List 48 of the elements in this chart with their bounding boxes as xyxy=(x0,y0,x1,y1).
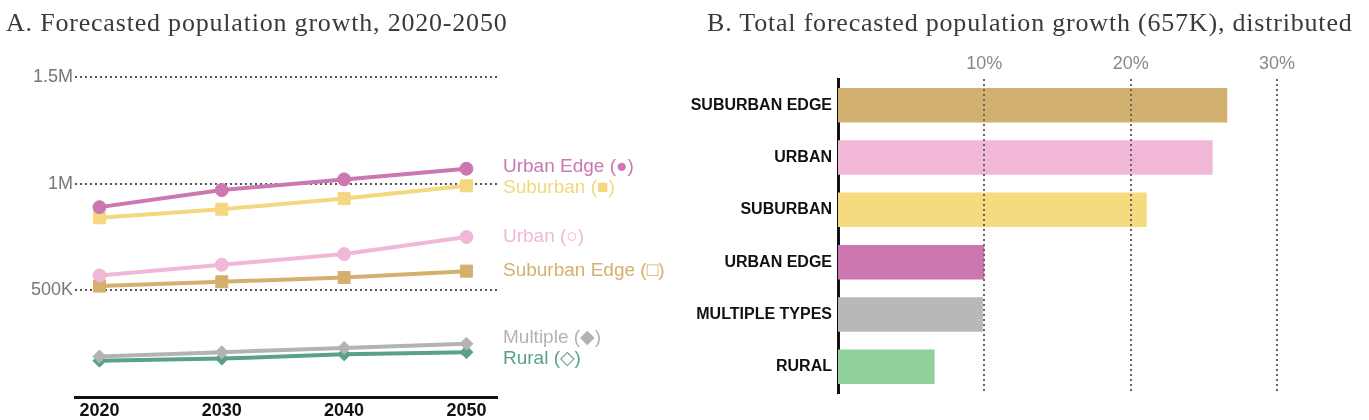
y-tick-label: 1.5M xyxy=(32,65,73,86)
point xyxy=(459,264,473,278)
point xyxy=(92,349,107,364)
point xyxy=(92,200,107,215)
bar xyxy=(838,140,1213,175)
point xyxy=(459,179,473,193)
bar xyxy=(838,244,985,280)
point xyxy=(214,257,229,272)
point xyxy=(214,183,229,198)
x-tick-label: 2020 xyxy=(79,399,120,420)
y-tick-label: MULTIPLE TYPES xyxy=(696,304,833,322)
x-tick-label: 20% xyxy=(1112,53,1149,74)
series-label: Suburban Edge (□) xyxy=(503,259,665,281)
chart-title: A. Forecasted population growth, 2020-2050 xyxy=(6,7,508,39)
point xyxy=(337,192,351,206)
x-tick-label: 2030 xyxy=(201,399,242,420)
x-tick-label: 2040 xyxy=(324,399,365,420)
y-tick-label: 500K xyxy=(30,279,73,300)
point xyxy=(459,230,474,244)
y-tick-label: SUBURBAN EDGE xyxy=(690,95,833,113)
series-label: Urban (○) xyxy=(503,225,585,247)
point xyxy=(215,275,229,289)
point xyxy=(459,161,474,176)
point xyxy=(337,271,351,285)
point xyxy=(337,340,352,355)
point xyxy=(459,336,474,351)
y-tick-label: SUBURBAN xyxy=(740,200,832,218)
x-tick-label: 2050 xyxy=(446,399,487,420)
point xyxy=(92,268,107,283)
bar xyxy=(838,349,935,385)
series-label: Rural (◇) xyxy=(503,346,581,368)
y-tick-label: 1M xyxy=(47,172,73,193)
series-label: Urban Edge (●) xyxy=(503,155,634,176)
y-tick-label: RURAL xyxy=(776,357,833,375)
chart-title: B. Total forecasted population growth (657K), distributed xyxy=(707,7,1353,39)
point xyxy=(337,172,352,187)
bar xyxy=(838,87,1228,123)
bar xyxy=(838,297,983,332)
x-tick-label: 30% xyxy=(1258,53,1296,74)
y-tick-label: URBAN xyxy=(774,147,832,165)
point xyxy=(214,345,229,360)
y-tick-label: URBAN EDGE xyxy=(724,252,833,270)
bar xyxy=(838,192,1147,228)
series-label: Multiple (◆) xyxy=(503,325,602,347)
x-tick-label: 10% xyxy=(966,53,1003,74)
series-label: Suburban (■) xyxy=(503,176,615,197)
point xyxy=(337,247,352,262)
point xyxy=(215,202,229,216)
